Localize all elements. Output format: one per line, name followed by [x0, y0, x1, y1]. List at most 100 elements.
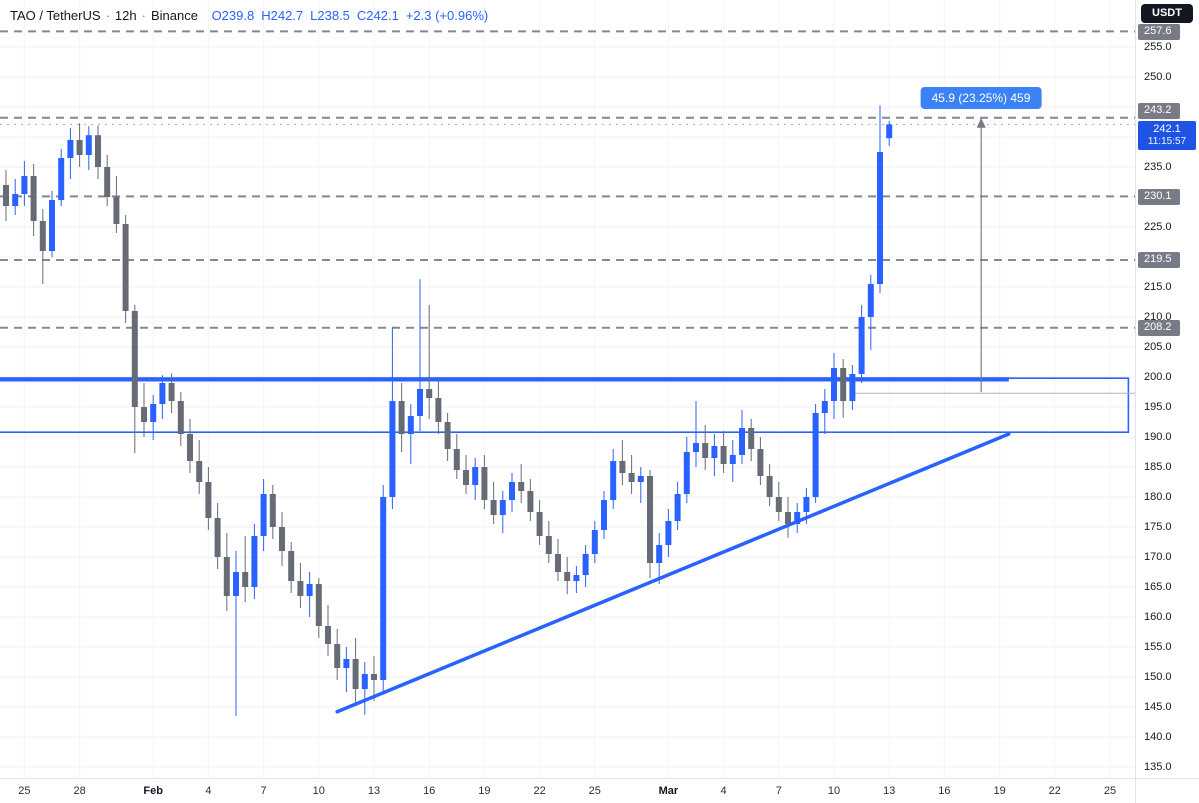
- ohlc-readout: O239.8 H242.7 L238.5 C242.1 +2.3 (+0.96%): [212, 8, 496, 23]
- ohlc-close: C242.1: [356, 8, 399, 23]
- price-tick-label: 190.0: [1144, 430, 1172, 443]
- candle-body: [214, 517, 221, 557]
- candle-body: [582, 553, 589, 575]
- candle-body: [610, 460, 617, 500]
- candle-body: [150, 403, 157, 422]
- candle-body: [426, 388, 433, 398]
- measure-arrowhead-icon: [976, 117, 986, 128]
- time-tick-label: 4: [205, 785, 212, 797]
- candle-body: [141, 406, 147, 422]
- candle-body: [398, 400, 405, 434]
- exchange-name[interactable]: Binance: [150, 8, 198, 23]
- ohlc-low: L238.5: [310, 8, 350, 23]
- current-price-badge: 242.1 11:15:57: [1138, 120, 1196, 150]
- price-tick-label: 185.0: [1144, 460, 1172, 473]
- candle-body: [380, 496, 387, 680]
- candle-body: [444, 421, 451, 449]
- candle-body: [527, 490, 534, 512]
- time-tick-label: 16: [938, 785, 951, 797]
- chart-plot-area[interactable]: [0, 0, 1135, 778]
- candle-body: [233, 571, 239, 596]
- candle-body: [242, 571, 249, 587]
- candle-body: [21, 175, 28, 194]
- candle-body: [435, 397, 442, 422]
- price-tick-label: 195.0: [1144, 400, 1172, 413]
- candle-body: [831, 367, 837, 401]
- candle-body: [122, 223, 129, 311]
- candle-body: [361, 673, 368, 689]
- candle-body: [12, 193, 19, 206]
- time-tick-label: 19: [478, 785, 491, 797]
- candle-body: [85, 135, 92, 155]
- time-tick-label: 7: [260, 785, 267, 797]
- candle-body: [389, 400, 396, 497]
- candle-body: [113, 196, 120, 224]
- level-price-badge: 208.2: [1138, 320, 1180, 337]
- candle-body: [766, 475, 773, 497]
- candle-body: [205, 481, 212, 518]
- candle-body: [407, 415, 414, 434]
- price-scale[interactable]: USDT 242.1 11:15:57 255.0 250.0 235.0 225.0…: [1135, 0, 1199, 778]
- time-tick-label: 10: [312, 785, 325, 797]
- candle-body: [315, 583, 322, 626]
- candle-body: [168, 382, 175, 401]
- candle-body: [637, 475, 644, 482]
- candle-body: [39, 220, 46, 251]
- candle-body: [647, 475, 653, 563]
- time-tick-label: 22: [533, 785, 546, 797]
- candle-body: [619, 460, 626, 473]
- price-chart-canvas[interactable]: [0, 0, 1135, 778]
- interval-value[interactable]: 12h: [114, 8, 137, 23]
- candle-body: [803, 496, 810, 512]
- candle-body: [223, 556, 230, 596]
- level-price-badge: 243.2: [1138, 103, 1180, 120]
- candle-body: [683, 451, 690, 494]
- ohlc-high: H242.7: [261, 8, 304, 23]
- measure-tool-arrow[interactable]: [976, 117, 986, 393]
- price-tick-label: 155.0: [1144, 640, 1172, 653]
- price-tick-label: 225.0: [1144, 220, 1172, 233]
- candle-body: [131, 310, 138, 407]
- price-tick-label: 210.0: [1144, 310, 1172, 323]
- time-tick-label: 22: [1048, 785, 1061, 797]
- time-tick-label: 4: [720, 785, 727, 797]
- time-tick-label: 19: [993, 785, 1006, 797]
- candle-body: [260, 493, 267, 536]
- candle-body: [720, 445, 727, 464]
- price-tick-label: 165.0: [1144, 580, 1172, 593]
- measure-tool-label[interactable]: 45.9 (23.25%) 459: [920, 87, 1042, 109]
- candle-body: [187, 433, 193, 461]
- candle-body: [325, 625, 331, 644]
- candle-body: [748, 427, 755, 449]
- time-tick-label: 10: [827, 785, 841, 797]
- candle-body: [757, 448, 764, 476]
- candle-body: [693, 442, 699, 452]
- symbol-title[interactable]: TAO / TetherUS: [10, 8, 101, 23]
- candle-body: [95, 135, 101, 167]
- trendline-drawing[interactable]: [335, 432, 1011, 714]
- candle-body: [177, 400, 184, 434]
- candle-body: [67, 139, 74, 158]
- candle-body: [628, 472, 635, 482]
- time-tick-label: Feb: [143, 785, 163, 797]
- candle-body: [334, 643, 341, 668]
- time-tick-label: 7: [775, 785, 782, 797]
- chart-legend: TAO / TetherUS · 12h · Binance O239.8 H242.7 L…: [10, 8, 495, 23]
- candle-body: [104, 166, 111, 197]
- candle-body: [490, 499, 497, 515]
- candle-body: [858, 316, 865, 374]
- candle-body: [518, 481, 525, 491]
- time-tick-label: 28: [73, 785, 86, 797]
- time-scale[interactable]: 25 28 Feb 4 7 10 13 16 19 22 25 Mar 4 7 10 13 16 19 22 25: [0, 778, 1135, 803]
- candle-body: [739, 427, 745, 455]
- candle-body: [573, 574, 580, 581]
- candle-body: [702, 442, 709, 458]
- price-tick-label: 205.0: [1144, 340, 1172, 353]
- candle-body: [812, 412, 819, 497]
- level-price-badge: 219.5: [1138, 252, 1180, 269]
- ohlc-change: +2.3 (+0.96%): [405, 8, 489, 23]
- candle-body: [877, 151, 883, 284]
- candle-body: [58, 157, 65, 200]
- candle-body: [269, 493, 276, 527]
- candle-body: [481, 466, 488, 500]
